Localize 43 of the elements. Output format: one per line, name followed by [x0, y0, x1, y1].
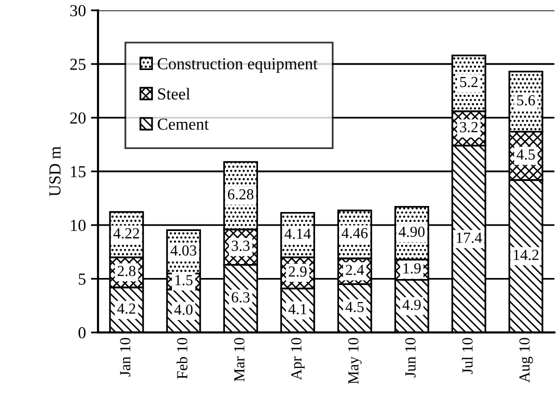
data-label: 5.2	[460, 76, 478, 88]
data-label: 4.5	[345, 302, 364, 312]
data-label: 6.28	[228, 189, 254, 200]
x-tick-label: Jun 10	[405, 338, 416, 378]
data-label: 4.46	[342, 228, 368, 238]
data-label: 1.5	[175, 275, 193, 286]
x-tick-label: Apr 10	[291, 338, 305, 380]
data-label: 2.9	[288, 266, 307, 277]
x-tick-label: Jul 10	[462, 338, 473, 374]
y-tick-label: 25	[70, 58, 86, 70]
x-tick-label: Mar 10	[234, 338, 244, 382]
data-label: 4.90	[398, 226, 425, 238]
data-label: 4.03	[170, 245, 196, 256]
data-label: 1.9	[404, 263, 421, 274]
x-tick-label: Feb 10	[176, 338, 188, 379]
y-axis-title: USD m	[49, 146, 61, 196]
data-label: 4.22	[113, 228, 140, 239]
data-label: 17.4	[456, 232, 482, 243]
data-label: 4.2	[117, 303, 136, 314]
data-label: 14.2	[514, 250, 538, 260]
data-label: 4.14	[284, 228, 311, 239]
x-tick-label: Jan 10	[120, 338, 130, 376]
y-tick-label: 0	[78, 327, 86, 338]
data-label: 2.8	[118, 266, 136, 276]
legend-label: Cement	[158, 118, 209, 130]
data-label: 4.5	[516, 149, 535, 160]
y-tick-label: 30	[70, 5, 86, 16]
y-tick-label: 20	[70, 112, 86, 124]
y-tick-label: 15	[70, 166, 86, 178]
x-tick-label: Aug 10	[519, 338, 533, 383]
data-label: 4.9	[402, 300, 421, 310]
legend-label: Steel	[158, 88, 190, 100]
data-label: 3.3	[232, 240, 250, 251]
legend-label: Construction equipment	[158, 58, 318, 73]
y-tick-label: 10	[70, 220, 86, 232]
data-label: 6.3	[232, 292, 250, 303]
data-label: 5.6	[517, 95, 535, 106]
data-label: 2.4	[346, 264, 364, 276]
y-tick-label: 5	[78, 274, 86, 285]
data-label: 3.2	[460, 122, 478, 132]
data-label: 4.1	[288, 304, 306, 314]
data-label: 4.0	[174, 304, 193, 315]
x-tick-label: May 10	[348, 338, 362, 384]
